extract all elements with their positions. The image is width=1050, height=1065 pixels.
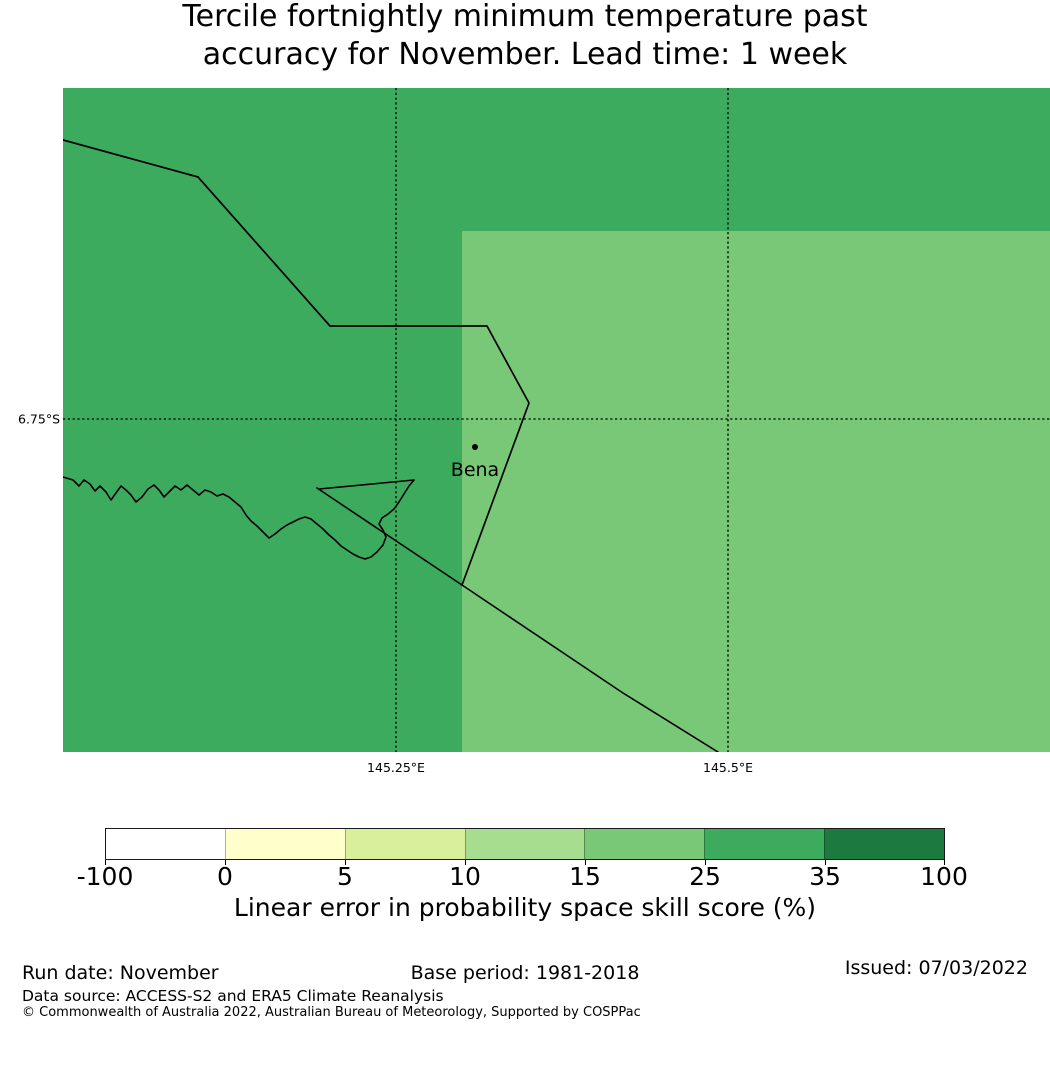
footer-base-period: Base period: 1981-2018 [410,962,640,984]
footer-data-source: Data source: ACCESS-S2 and ERA5 Climate … [22,987,444,1005]
colorbar-tickmark [225,860,226,865]
colorbar-gradient [105,828,945,860]
colorbar-tick-label-7: 100 [920,862,968,891]
colorbar-tickmark [345,860,346,865]
colorbar-segment-1 [224,829,345,859]
colorbar-tick-label-1: 0 [217,862,233,891]
colorbar-tick-label-3: 10 [449,862,481,891]
colorbar-axis-label: Linear error in probability space skill … [233,893,817,922]
colorbar-tick-label-4: 15 [569,862,601,891]
footer-issued-date: Issued: 07/03/2022 [844,957,1028,979]
page-title: Tercile fortnightly minimum temperature … [182,0,868,72]
coastline-boundary-lower [316,487,719,752]
footer-copyright: © Commonwealth of Australia 2022, Austra… [22,1005,641,1020]
city-marker-dot[interactable] [472,444,478,450]
colorbar-tick-label-5: 25 [689,862,721,891]
region-light-green [462,231,1050,752]
colorbar-segment-3 [464,829,585,859]
footer-run-date: Run date: November [22,962,219,984]
colorbar-tick-label-0: -100 [76,862,134,891]
x-axis-tick-145-5: 145.5°E [703,760,753,775]
colorbar-tickmark [105,860,106,865]
colorbar-tickmark [465,860,466,865]
colorbar-segment-0 [106,829,225,859]
colorbar-tickmark [585,860,586,865]
province-boundary-upper [63,139,530,586]
colorbar-segment-4 [584,829,705,859]
colorbar-tick-label-6: 35 [809,862,841,891]
colorbar-tick-label-2: 5 [337,862,353,891]
colorbar-tickmark [944,860,945,865]
colorbar-tickmark [705,860,706,865]
colorbar-segment-6 [824,829,945,859]
colorbar[interactable] [105,828,945,865]
colorbar-segment-5 [704,829,825,859]
y-axis-tick-6-75: 6.75°S [18,411,61,427]
colorbar-tickmark [825,860,826,865]
coastline-boundary [63,476,415,560]
colorbar-segment-2 [344,829,465,859]
city-label-bena: Bena [450,459,500,481]
skill-score-map[interactable] [63,88,1050,752]
x-axis-tick-145-25: 145.25°E [367,760,425,775]
map-canvas [63,88,1050,752]
